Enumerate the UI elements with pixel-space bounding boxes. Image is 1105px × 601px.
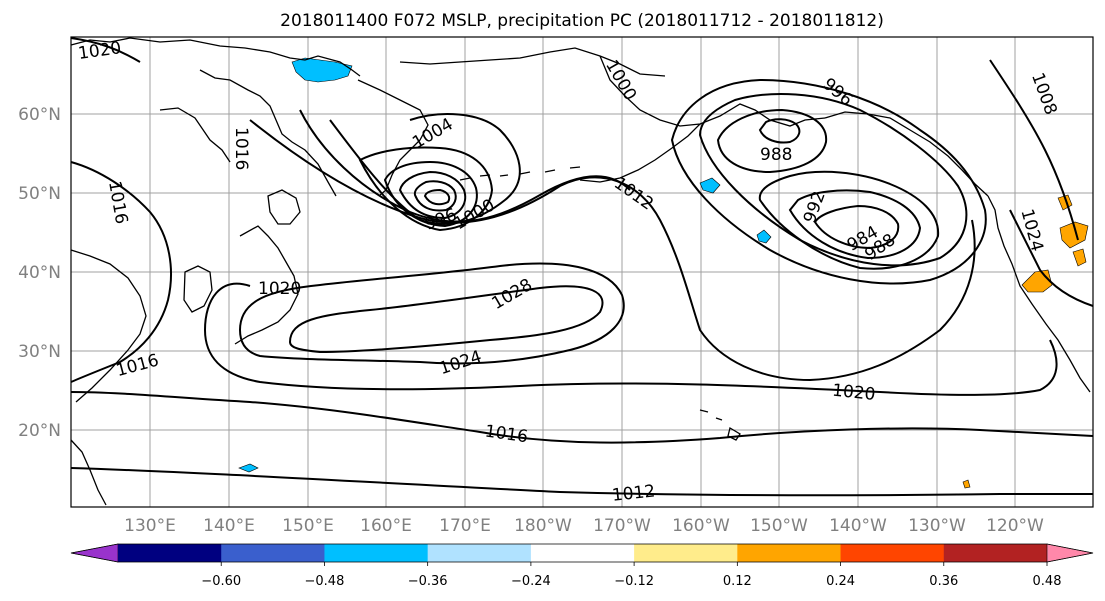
contour-label: 1012 — [611, 481, 656, 505]
colorbar-segment — [118, 544, 222, 562]
colorbar-tick-label: 0.36 — [929, 574, 958, 589]
coastlines — [70, 37, 1091, 506]
longitude-label: 180°W — [514, 516, 572, 536]
colorbar-tick-label: −0.60 — [201, 574, 241, 589]
latitude-label: 50°N — [18, 184, 61, 204]
longitude-label: 150°W — [750, 516, 808, 536]
isobar-984-north — [758, 118, 801, 144]
isobar-1004 — [329, 113, 521, 225]
isobar-1016-south — [70, 391, 1094, 444]
colorbar-segment — [943, 544, 1048, 562]
coastline-siberia-east — [199, 69, 337, 197]
isobar-984-east — [813, 204, 900, 250]
coastline-kamchatka — [357, 79, 429, 196]
isobar-1012-mid — [249, 119, 976, 382]
longitude-labels: 130°E 140°E 150°E 160°E 170°E 180°W 170°W 160°W… — [124, 516, 1044, 536]
colorbar-tick-label: −0.12 — [614, 574, 654, 589]
isobar-1028 — [288, 285, 604, 354]
coastline-north-america-west — [987, 195, 1091, 393]
longitude-label: 160°W — [672, 516, 730, 536]
colorbar-tick-label: 0.12 — [723, 574, 752, 589]
latitude-label: 60°N — [18, 105, 61, 125]
coastline-okhotsk — [159, 107, 231, 163]
coastline-asia-north — [70, 37, 361, 77]
coastline-alaska-west — [599, 55, 826, 127]
longitude-label: 170°E — [439, 516, 491, 536]
precip-negative-patch — [699, 177, 721, 194]
colorbar-tick-label: 0.24 — [826, 574, 855, 589]
colorbar-tick-labels: −0.60 −0.48 −0.36 −0.24 −0.12 0.12 0.24 0.36 0.4… — [201, 562, 1062, 589]
precip-negative-patch — [756, 229, 772, 244]
coastline-southeast-asia — [70, 439, 107, 506]
isobar-992-west — [398, 170, 467, 220]
colorbar-segment — [840, 544, 945, 562]
coastline-chukotka — [399, 47, 666, 77]
isobar-996-west — [383, 160, 478, 228]
colorbar-extend-right — [1046, 543, 1094, 563]
latitude-label: 30°N — [18, 342, 61, 362]
precip-negative-patch — [291, 57, 353, 83]
graticule — [71, 37, 1093, 507]
colorbar-segment — [221, 544, 325, 562]
colorbar-tick-label: −0.48 — [305, 574, 345, 589]
contour-label: 988 — [760, 145, 792, 165]
longitude-label: 130°E — [124, 516, 176, 536]
isobar-1012-south — [70, 467, 1093, 497]
longitude-label: 170°W — [593, 516, 651, 536]
contour-label: 1020 — [258, 279, 301, 299]
colorbar-segment — [427, 544, 532, 562]
longitude-label: 140°E — [203, 516, 255, 536]
longitude-label: 150°E — [282, 516, 334, 536]
longitude-label: 130°W — [908, 516, 966, 536]
latitude-labels: 60°N 50°N 40°N 30°N 20°N — [18, 105, 61, 441]
colorbar-tick-label: −0.36 — [408, 574, 448, 589]
colorbar-segment — [737, 544, 842, 562]
map-border — [70, 36, 1094, 508]
precip-positive-patch — [1072, 248, 1087, 267]
colorbar-segment — [324, 544, 429, 562]
isobar-1000-west — [358, 146, 494, 232]
precip-positive-patch — [962, 479, 971, 489]
isobar-988-north — [716, 108, 828, 174]
isobar-1024 — [238, 262, 625, 365]
isobar-984-west — [423, 188, 451, 206]
colorbar-segment — [530, 544, 635, 562]
precip-negative-patch — [238, 463, 259, 473]
colorbar-tick-label: 0.48 — [1033, 574, 1062, 589]
isobar-1020-northwest — [70, 37, 141, 63]
coastline-hokkaido — [267, 189, 301, 225]
isobar-988-east — [788, 189, 922, 260]
isobar-1000-east — [670, 78, 987, 285]
longitude-label: 120°W — [986, 516, 1044, 536]
contour-label: 1020 — [831, 381, 876, 405]
longitude-label: 160°E — [360, 516, 412, 536]
isobar-1016-west — [70, 161, 172, 383]
isobar-1020 — [203, 282, 1058, 396]
isobars — [70, 37, 1094, 497]
latitude-label: 20°N — [18, 421, 61, 441]
isobar-988-west — [413, 180, 457, 212]
longitude-label: 140°W — [829, 516, 887, 536]
coastline-korea — [183, 265, 213, 313]
colorbar-extend-left — [70, 543, 119, 563]
figure-title: 2018011400 F072 MSLP, precipitation PC (… — [280, 11, 884, 31]
colorbar-tick-label: −0.24 — [511, 574, 551, 589]
coastline-china-east — [70, 249, 147, 403]
coastline-japan — [234, 225, 299, 345]
latitude-label: 40°N — [18, 263, 61, 283]
colorbar-segment — [634, 544, 738, 562]
colorbar — [70, 543, 1094, 563]
coastline-hawaii — [699, 409, 741, 441]
isobar-992-east — [758, 170, 940, 270]
precip-positive-patch — [1059, 221, 1089, 249]
coastline-aleutians — [459, 166, 581, 181]
coastline-alaska-peninsula — [579, 123, 701, 183]
colorbar-outline — [70, 543, 1094, 563]
isobar-1008-east — [989, 59, 1079, 241]
isobar-1024-east — [1009, 209, 1094, 307]
contour-label: 1016 — [231, 127, 251, 170]
